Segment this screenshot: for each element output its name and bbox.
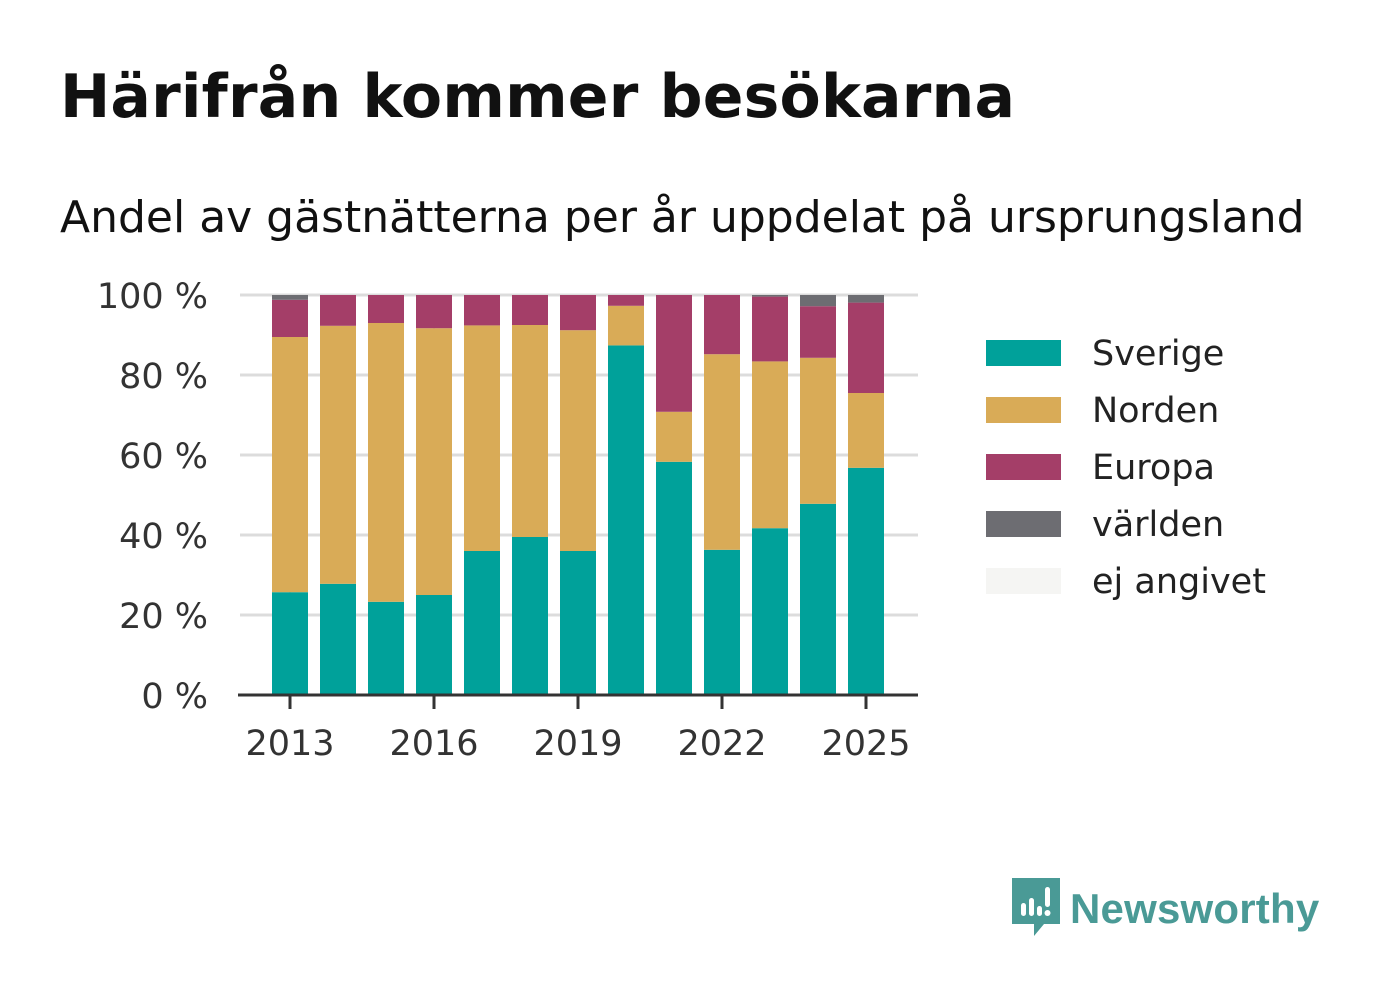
bar-segment [704,295,740,355]
y-tick-label: 60 % [119,437,208,477]
brand-name: Newsworthy [1070,885,1320,932]
bar-segment [848,295,884,303]
x-tick-label: 2019 [533,724,622,764]
bar-segment [368,295,404,323]
y-tick-label: 100 % [97,277,208,317]
bar-segment [368,323,404,602]
bar-stack-2025 [848,295,884,695]
legend-item: Norden [986,391,1219,431]
bar-segment [320,325,356,584]
x-tick-label: 2025 [821,724,910,764]
page-title: Härifrån kommer besökarna [60,62,1016,132]
brand-logo: Newsworthy [1010,876,1319,942]
x-tick-label: 2013 [245,724,334,764]
legend-label: Europa [1092,448,1215,488]
bar-stack-2015 [368,295,404,695]
bar-segment [464,325,500,551]
bar-stack-2020 [608,295,644,695]
bar-stack-2013 [272,295,308,695]
bar-segment [608,295,644,306]
bar-segment [656,461,692,695]
bar-segment [560,295,596,331]
y-tick-label: 20 % [119,597,208,637]
legend-item: Europa [986,448,1215,488]
bar-segment [512,537,548,695]
bar-segment [752,295,788,297]
legend-label: världen [1092,505,1224,545]
bar-stack-2023 [752,295,788,695]
bar-segment [800,503,836,695]
bar-segment [272,592,308,695]
bar-segment [272,299,308,337]
bar-segment [464,295,500,326]
legend-swatch [986,397,1061,423]
bar-stack-2019 [560,295,596,695]
bar-segment [752,296,788,362]
legend-label: Sverige [1092,334,1224,374]
bar-segment [848,393,884,468]
bar-segment [608,345,644,695]
bar-segment [272,295,308,300]
bar-segment [752,528,788,695]
y-tick-label: 0 % [141,677,208,717]
legend-swatch [986,511,1061,537]
x-tick-label: 2016 [389,724,478,764]
legend-item: världen [986,505,1224,545]
bar-segment [800,306,836,358]
bar-segment [416,595,452,695]
bar-segment [368,601,404,695]
legend-item: ej angivet [986,562,1266,602]
y-tick-label: 80 % [119,357,208,397]
legend-swatch [986,340,1061,366]
bar-stack-2018 [512,295,548,695]
bar-stack-2021 [656,295,692,695]
bar-stack-2017 [464,295,500,695]
bar-segment [512,295,548,325]
bar-segment [272,337,308,593]
legend-label: ej angivet [1092,562,1266,602]
bar-segment [800,295,836,307]
bar-segment [704,354,740,550]
bar-segment [560,330,596,551]
bar-segment [320,295,356,326]
bar-segment [320,583,356,695]
bar-segment [656,411,692,462]
newsworthy-logo-icon [1010,876,1062,942]
bar-segment [800,357,836,504]
bar-segment [512,325,548,537]
bar-stack-2022 [704,295,740,695]
page-subtitle: Andel av gästnätterna per år uppdelat på… [60,192,1305,243]
bar-segment [560,551,596,695]
x-tick-label: 2022 [677,724,766,764]
bar-segment [704,549,740,695]
bar-segment [416,328,452,595]
bar-segment [416,295,452,329]
bar-stack-2024 [800,295,836,695]
bar-stack-2014 [320,295,356,695]
legend-swatch [986,454,1061,480]
bar-segment [608,305,644,346]
bar-segment [464,551,500,695]
legend-label: Norden [1092,391,1219,431]
bar-stack-2016 [416,295,452,695]
bar-segment [848,467,884,695]
y-tick-label: 40 % [119,517,208,557]
bar-segment [656,295,692,412]
legend-item: Sverige [986,334,1224,374]
legend-swatch [986,568,1061,594]
bar-segment [848,302,884,393]
bar-segment [752,361,788,529]
